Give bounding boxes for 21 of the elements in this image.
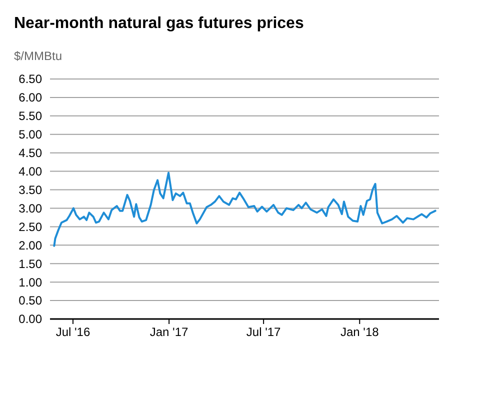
line-series: [53, 172, 436, 247]
x-tick-label: Jan '17: [150, 325, 189, 339]
y-tick-label: 1.00: [18, 275, 42, 290]
x-tick-label: Jul '16: [56, 325, 90, 339]
y-tick-label: 2.50: [18, 220, 42, 234]
y-tick-label: 3.50: [18, 182, 42, 197]
y-tick-label: 0.00: [18, 312, 42, 326]
y-tick-label: 6.50: [18, 72, 42, 86]
x-tick-label: Jan '18: [340, 325, 380, 339]
y-tick-label: 5.00: [18, 128, 42, 142]
y-axis-title: $/MMBtu: [14, 49, 62, 63]
y-tick-label: 4.00: [18, 164, 42, 179]
y-tick-label: 1.50: [18, 256, 42, 271]
y-tick-label: 6.00: [18, 90, 42, 105]
x-tick-label: Jul '17: [246, 325, 282, 339]
y-tick-label: 5.50: [18, 109, 42, 124]
y-tick-label: 4.50: [18, 146, 42, 160]
y-tick-label: 3.00: [18, 201, 42, 216]
chart-title: Near-month natural gas futures prices: [14, 15, 304, 32]
y-tick-label: 2.00: [18, 238, 42, 252]
y-tick-label: 0.50: [18, 294, 42, 308]
